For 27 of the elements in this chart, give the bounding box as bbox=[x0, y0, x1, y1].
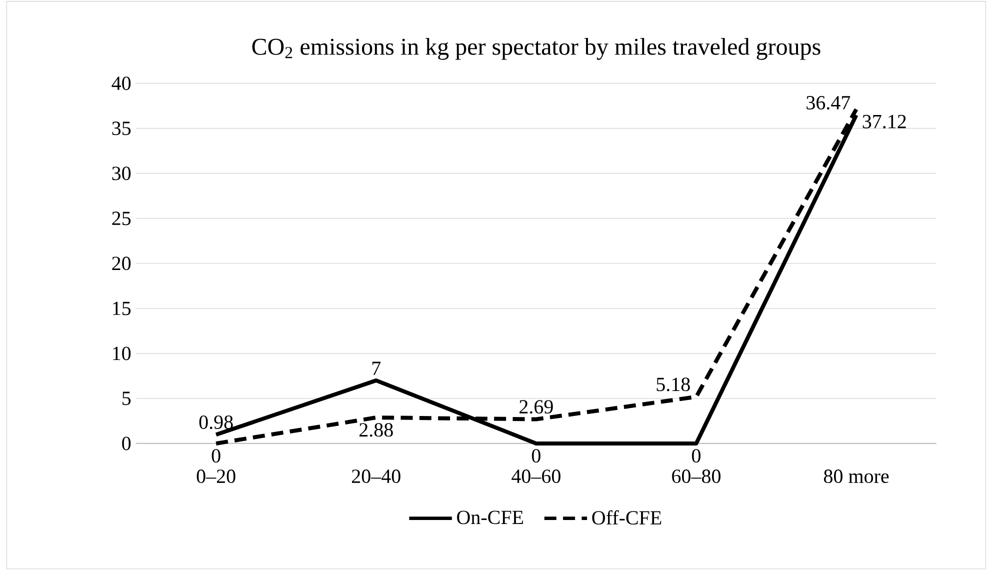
y-tick-label: 25 bbox=[112, 212, 131, 226]
data-label: 0 bbox=[212, 448, 220, 462]
data-label: 0 bbox=[532, 448, 540, 462]
y-tick-label: 35 bbox=[112, 122, 131, 136]
data-label: 5.18 bbox=[656, 378, 690, 392]
data-label: 37.12 bbox=[862, 114, 906, 128]
x-tick-label: 0–20 bbox=[196, 469, 236, 483]
y-tick-label: 10 bbox=[113, 346, 131, 360]
data-label: 0 bbox=[692, 448, 700, 462]
x-tick-label: 60–80 bbox=[672, 469, 720, 483]
y-tick-label: 0 bbox=[122, 436, 131, 450]
data-label: 2.88 bbox=[360, 423, 393, 437]
y-tick-label: 5 bbox=[122, 392, 131, 406]
y-tick-label: 20 bbox=[112, 256, 131, 270]
y-tick-label: 40 bbox=[112, 76, 131, 90]
data-label: 36.47 bbox=[806, 96, 850, 110]
chart-title: CO$_{2}$ emissions in kg per spectator by miles traveled groups bbox=[252, 38, 820, 60]
data-label: 7 bbox=[372, 362, 381, 375]
legend-label: On-CFE bbox=[457, 510, 524, 524]
data-label: 2.69 bbox=[520, 400, 553, 414]
y-tick-label: 30 bbox=[112, 166, 131, 180]
x-tick-label: 40–60 bbox=[512, 469, 560, 483]
data-label: 0.98 bbox=[199, 415, 233, 429]
y-tick-label: 15 bbox=[113, 302, 131, 316]
x-tick-label: 80 more bbox=[824, 469, 889, 483]
x-tick-label: 20–40 bbox=[352, 469, 400, 483]
legend-label: Off-CFE bbox=[592, 510, 662, 524]
